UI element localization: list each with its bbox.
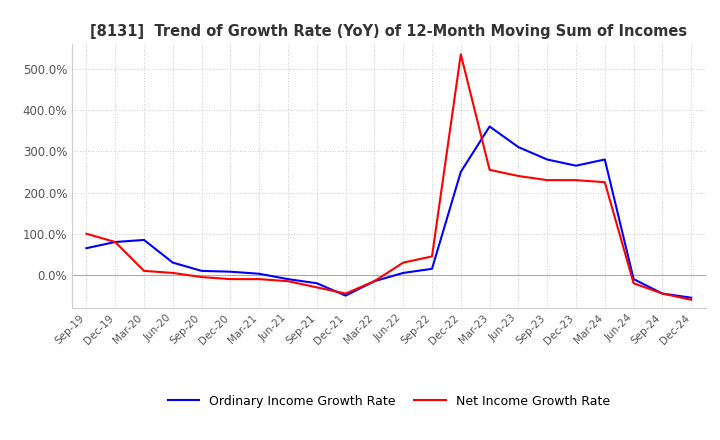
Ordinary Income Growth Rate — [572, 163, 580, 169]
Net Income Growth Rate — [456, 51, 465, 57]
Net Income Growth Rate — [687, 297, 696, 302]
Net Income Growth Rate — [370, 279, 379, 284]
Net Income Growth Rate — [255, 276, 264, 282]
Legend: Ordinary Income Growth Rate, Net Income Growth Rate: Ordinary Income Growth Rate, Net Income … — [163, 390, 615, 413]
Net Income Growth Rate — [629, 281, 638, 286]
Ordinary Income Growth Rate — [312, 281, 321, 286]
Net Income Growth Rate — [312, 285, 321, 290]
Net Income Growth Rate — [341, 291, 350, 296]
Net Income Growth Rate — [485, 167, 494, 172]
Net Income Growth Rate — [82, 231, 91, 236]
Net Income Growth Rate — [514, 173, 523, 179]
Ordinary Income Growth Rate — [197, 268, 206, 274]
Ordinary Income Growth Rate — [111, 239, 120, 245]
Net Income Growth Rate — [600, 180, 609, 185]
Ordinary Income Growth Rate — [514, 144, 523, 150]
Ordinary Income Growth Rate — [255, 271, 264, 276]
Ordinary Income Growth Rate — [658, 291, 667, 296]
Net Income Growth Rate — [428, 254, 436, 259]
Line: Ordinary Income Growth Rate: Ordinary Income Growth Rate — [86, 127, 691, 298]
Ordinary Income Growth Rate — [399, 270, 408, 275]
Ordinary Income Growth Rate — [226, 269, 235, 275]
Net Income Growth Rate — [284, 279, 292, 284]
Ordinary Income Growth Rate — [428, 266, 436, 271]
Net Income Growth Rate — [572, 177, 580, 183]
Net Income Growth Rate — [658, 291, 667, 296]
Ordinary Income Growth Rate — [168, 260, 177, 265]
Ordinary Income Growth Rate — [629, 276, 638, 282]
Ordinary Income Growth Rate — [687, 295, 696, 301]
Ordinary Income Growth Rate — [485, 124, 494, 129]
Ordinary Income Growth Rate — [140, 237, 148, 242]
Ordinary Income Growth Rate — [284, 276, 292, 282]
Net Income Growth Rate — [226, 276, 235, 282]
Net Income Growth Rate — [111, 239, 120, 245]
Line: Net Income Growth Rate: Net Income Growth Rate — [86, 54, 691, 300]
Ordinary Income Growth Rate — [370, 279, 379, 284]
Net Income Growth Rate — [543, 177, 552, 183]
Net Income Growth Rate — [197, 275, 206, 280]
Net Income Growth Rate — [140, 268, 148, 274]
Ordinary Income Growth Rate — [600, 157, 609, 162]
Title: [8131]  Trend of Growth Rate (YoY) of 12-Month Moving Sum of Incomes: [8131] Trend of Growth Rate (YoY) of 12-… — [90, 24, 688, 39]
Ordinary Income Growth Rate — [543, 157, 552, 162]
Net Income Growth Rate — [168, 270, 177, 275]
Ordinary Income Growth Rate — [456, 169, 465, 175]
Net Income Growth Rate — [399, 260, 408, 265]
Ordinary Income Growth Rate — [82, 246, 91, 251]
Ordinary Income Growth Rate — [341, 293, 350, 298]
